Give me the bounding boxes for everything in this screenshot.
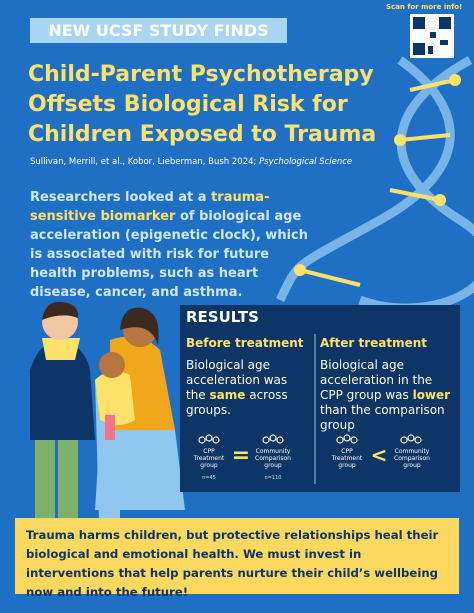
journal: Psychological Science (259, 157, 353, 167)
citation: Sullivan, Merrill, et al., Kobor, Lieber… (30, 157, 352, 167)
group-icons (198, 434, 422, 444)
scan-note: Scan for more info! (386, 3, 463, 11)
authors: Sullivan, Merrill, et al., Kobor, Lieber… (30, 157, 257, 167)
intro: Researchers looked at a trauma-sensitive… (30, 188, 315, 302)
title: Child-Parent Psychotherapy Offsets Biolo… (28, 60, 376, 150)
group-n: n=45 (202, 475, 216, 481)
intro-highlight: trauma-sensitive biomarker (30, 190, 270, 224)
footer-panel (15, 518, 459, 594)
text: than the comparison group (320, 403, 445, 432)
group-label: Community Comparison group (255, 448, 291, 469)
intro-text: of biological age acceleration (epigenet… (30, 209, 308, 300)
intro-text: Researchers looked at a (30, 190, 212, 205)
title-line: Child-Parent Psychotherapy (28, 62, 374, 87)
group-label: Community Comparison group (394, 448, 430, 469)
text: Biological age acceleration in the CPP g… (320, 358, 433, 402)
badge: NEW UCSF STUDY FINDS (30, 18, 287, 43)
text: Biological age acceleration was the (186, 358, 288, 402)
results-panel (180, 305, 460, 492)
group-n: n=110 (264, 475, 282, 481)
before-column: Before treatment Biological age accelera… (186, 336, 310, 418)
title-line: Children Exposed to Trauma (28, 122, 377, 147)
qr-code (410, 14, 454, 58)
family-illustration (30, 301, 185, 555)
comparison-symbol: = (231, 443, 251, 468)
footer-text: Trauma harms children, but protective re… (26, 528, 439, 599)
comparison-symbol: < (370, 443, 388, 467)
column-text: Biological age acceleration was the same… (186, 358, 310, 418)
title-line: Offsets Biological Risk for (28, 92, 348, 117)
after-column: After treatment Biological age accelerat… (320, 336, 455, 433)
results-heading: RESULTS (186, 308, 259, 326)
group-label: CPP Treatment group (193, 448, 225, 469)
highlight: lower (412, 388, 451, 402)
dna-dots (294, 74, 461, 276)
column-title: Before treatment (186, 336, 304, 350)
text: across groups. (186, 388, 288, 417)
dna-rods (299, 78, 456, 287)
column-title: After treatment (320, 336, 428, 350)
group-label: CPP Treatment group (331, 448, 363, 469)
column-text: Biological age acceleration in the CPP g… (320, 358, 455, 433)
highlight: same (209, 388, 246, 402)
